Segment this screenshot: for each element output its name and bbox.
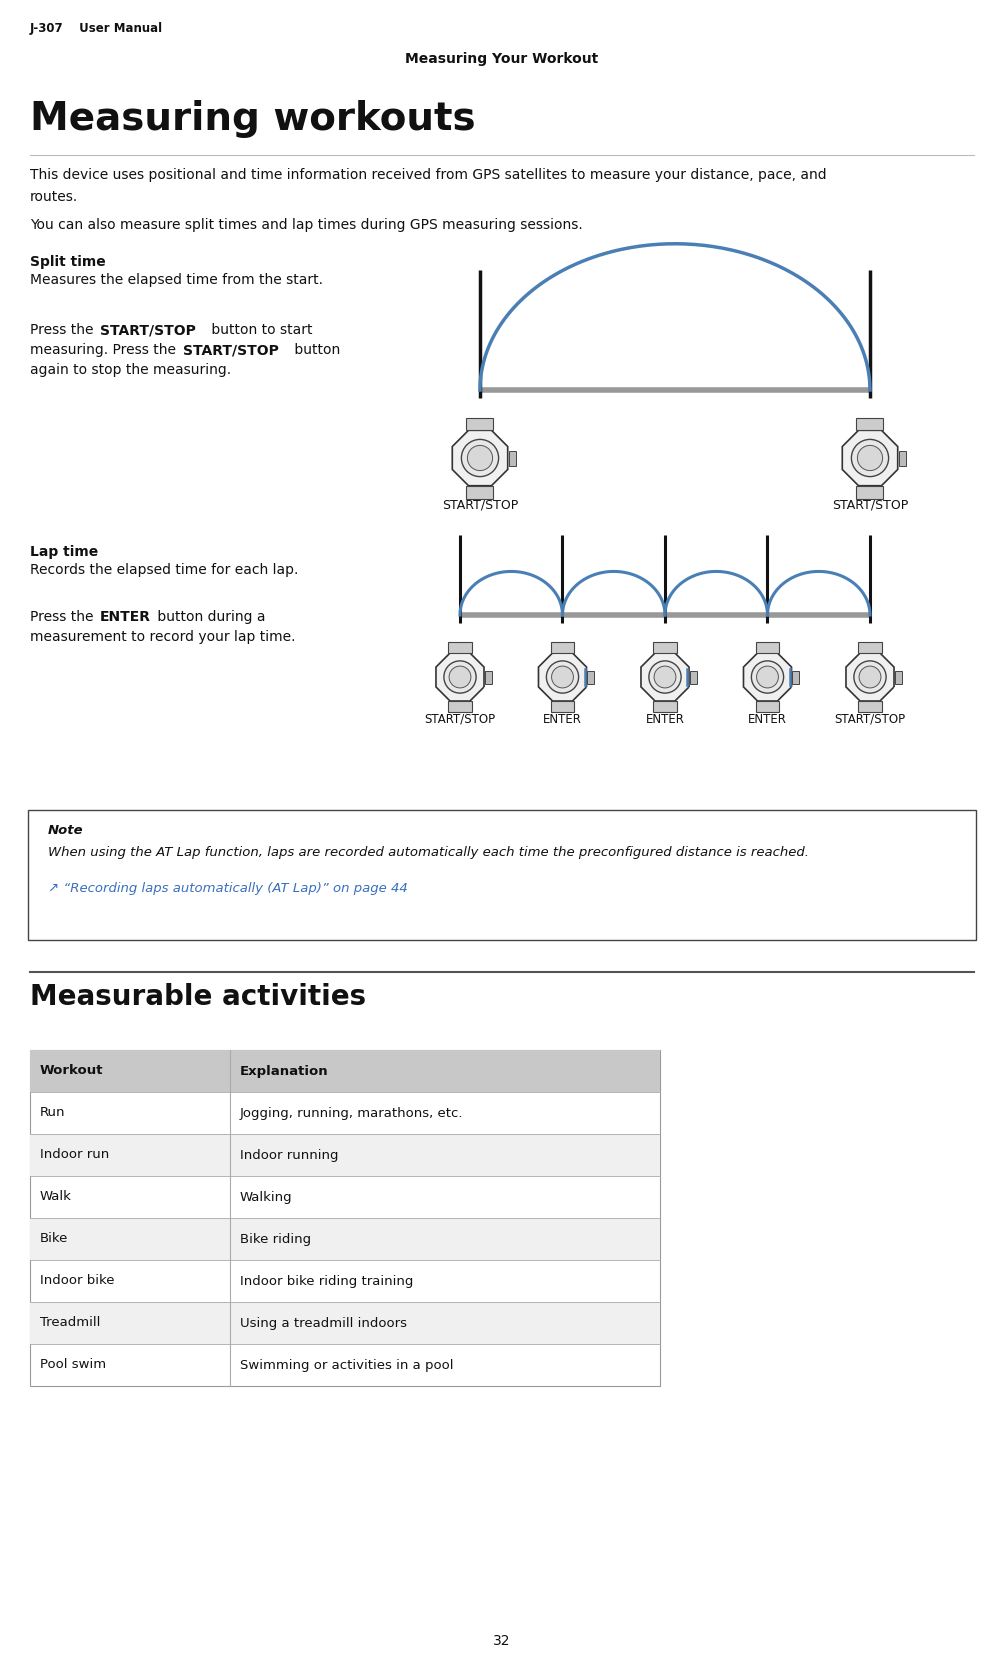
Text: Walk: Walk — [40, 1191, 72, 1204]
Text: Treadmill: Treadmill — [40, 1317, 100, 1330]
Polygon shape — [538, 653, 586, 702]
Text: routes.: routes. — [30, 189, 78, 204]
Text: This device uses positional and time information received from GPS satellites to: This device uses positional and time inf… — [30, 168, 825, 183]
Text: measurement to record your lap time.: measurement to record your lap time. — [30, 630, 295, 643]
Text: Bike: Bike — [40, 1233, 68, 1246]
Text: Measurable activities: Measurable activities — [30, 983, 366, 1012]
Text: ENTER: ENTER — [100, 610, 150, 625]
FancyBboxPatch shape — [551, 642, 574, 653]
FancyBboxPatch shape — [30, 1050, 659, 1385]
FancyBboxPatch shape — [689, 670, 696, 683]
FancyBboxPatch shape — [858, 642, 881, 653]
Text: Measuring workouts: Measuring workouts — [30, 100, 475, 137]
FancyBboxPatch shape — [755, 702, 778, 712]
Text: Swimming or activities in a pool: Swimming or activities in a pool — [240, 1358, 453, 1372]
Circle shape — [853, 662, 886, 693]
FancyBboxPatch shape — [856, 486, 883, 499]
Circle shape — [546, 662, 578, 693]
FancyBboxPatch shape — [791, 670, 798, 683]
FancyBboxPatch shape — [755, 642, 778, 653]
FancyBboxPatch shape — [30, 1301, 659, 1343]
Text: Using a treadmill indoors: Using a treadmill indoors — [240, 1317, 406, 1330]
Text: Press the: Press the — [30, 610, 97, 625]
Text: Measuring Your Workout: Measuring Your Workout — [405, 52, 598, 65]
Text: START/STOP: START/STOP — [424, 714, 495, 725]
Circle shape — [648, 662, 680, 693]
Text: Indoor bike: Indoor bike — [40, 1275, 114, 1288]
Text: Measures the elapsed time from the start.: Measures the elapsed time from the start… — [30, 273, 323, 286]
Text: START/STOP: START/STOP — [831, 497, 908, 511]
Circle shape — [857, 446, 882, 471]
Polygon shape — [743, 653, 790, 702]
Circle shape — [756, 667, 777, 688]
Circle shape — [467, 446, 492, 471]
Circle shape — [750, 662, 782, 693]
Text: Split time: Split time — [30, 255, 105, 270]
FancyBboxPatch shape — [894, 670, 901, 683]
Text: measuring. Press the: measuring. Press the — [30, 343, 181, 357]
Circle shape — [859, 667, 880, 688]
Circle shape — [653, 667, 675, 688]
Text: When using the AT Lap function, laps are recorded automatically each time the pr: When using the AT Lap function, laps are… — [48, 846, 808, 859]
Text: button: button — [290, 343, 340, 357]
FancyBboxPatch shape — [898, 451, 906, 466]
Text: Indoor bike riding training: Indoor bike riding training — [240, 1275, 413, 1288]
Circle shape — [443, 662, 475, 693]
Text: ENTER: ENTER — [645, 714, 684, 725]
Text: ENTER: ENTER — [543, 714, 582, 725]
Text: Note: Note — [48, 824, 83, 838]
FancyBboxPatch shape — [653, 642, 676, 653]
FancyBboxPatch shape — [484, 670, 491, 683]
Polygon shape — [842, 430, 897, 486]
FancyBboxPatch shape — [587, 670, 594, 683]
Text: Bike riding: Bike riding — [240, 1233, 311, 1246]
Circle shape — [851, 439, 888, 477]
FancyBboxPatch shape — [28, 811, 975, 940]
Text: ENTER: ENTER — [747, 714, 786, 725]
Text: Lap time: Lap time — [30, 544, 98, 559]
Polygon shape — [846, 653, 893, 702]
Text: Indoor run: Indoor run — [40, 1149, 109, 1161]
Text: You can also measure split times and lap times during GPS measuring sessions.: You can also measure split times and lap… — [30, 218, 582, 233]
FancyBboxPatch shape — [551, 702, 574, 712]
FancyBboxPatch shape — [448, 702, 471, 712]
Text: Walking: Walking — [240, 1191, 292, 1204]
Text: ↗ “Recording laps automatically (AT Lap)” on page 44: ↗ “Recording laps automatically (AT Lap)… — [48, 883, 407, 894]
Circle shape — [551, 667, 573, 688]
Text: START/STOP: START/STOP — [441, 497, 518, 511]
Text: START/STOP: START/STOP — [833, 714, 905, 725]
Text: Pool swim: Pool swim — [40, 1358, 106, 1372]
Text: START/STOP: START/STOP — [183, 343, 279, 357]
Circle shape — [448, 667, 470, 688]
FancyBboxPatch shape — [509, 451, 516, 466]
Polygon shape — [435, 653, 483, 702]
Text: Jogging, running, marathons, etc.: Jogging, running, marathons, etc. — [240, 1107, 463, 1119]
FancyBboxPatch shape — [30, 1218, 659, 1260]
FancyBboxPatch shape — [466, 417, 493, 430]
Text: 32: 32 — [492, 1635, 511, 1648]
Text: Explanation: Explanation — [240, 1065, 328, 1077]
Text: Records the elapsed time for each lap.: Records the elapsed time for each lap. — [30, 563, 298, 576]
Polygon shape — [640, 653, 688, 702]
FancyBboxPatch shape — [448, 642, 471, 653]
Text: Press the: Press the — [30, 323, 97, 337]
Text: button during a: button during a — [152, 610, 265, 625]
FancyBboxPatch shape — [653, 702, 676, 712]
Text: Workout: Workout — [40, 1065, 103, 1077]
Text: button to start: button to start — [207, 323, 312, 337]
FancyBboxPatch shape — [466, 486, 493, 499]
Polygon shape — [451, 430, 508, 486]
Text: Run: Run — [40, 1107, 65, 1119]
Text: Indoor running: Indoor running — [240, 1149, 338, 1161]
FancyBboxPatch shape — [30, 1050, 659, 1092]
Text: START/STOP: START/STOP — [100, 323, 196, 337]
FancyBboxPatch shape — [858, 702, 881, 712]
FancyBboxPatch shape — [856, 417, 883, 430]
FancyBboxPatch shape — [30, 1134, 659, 1176]
Circle shape — [461, 439, 498, 477]
Text: again to stop the measuring.: again to stop the measuring. — [30, 363, 231, 377]
Text: J-307    User Manual: J-307 User Manual — [30, 22, 162, 35]
